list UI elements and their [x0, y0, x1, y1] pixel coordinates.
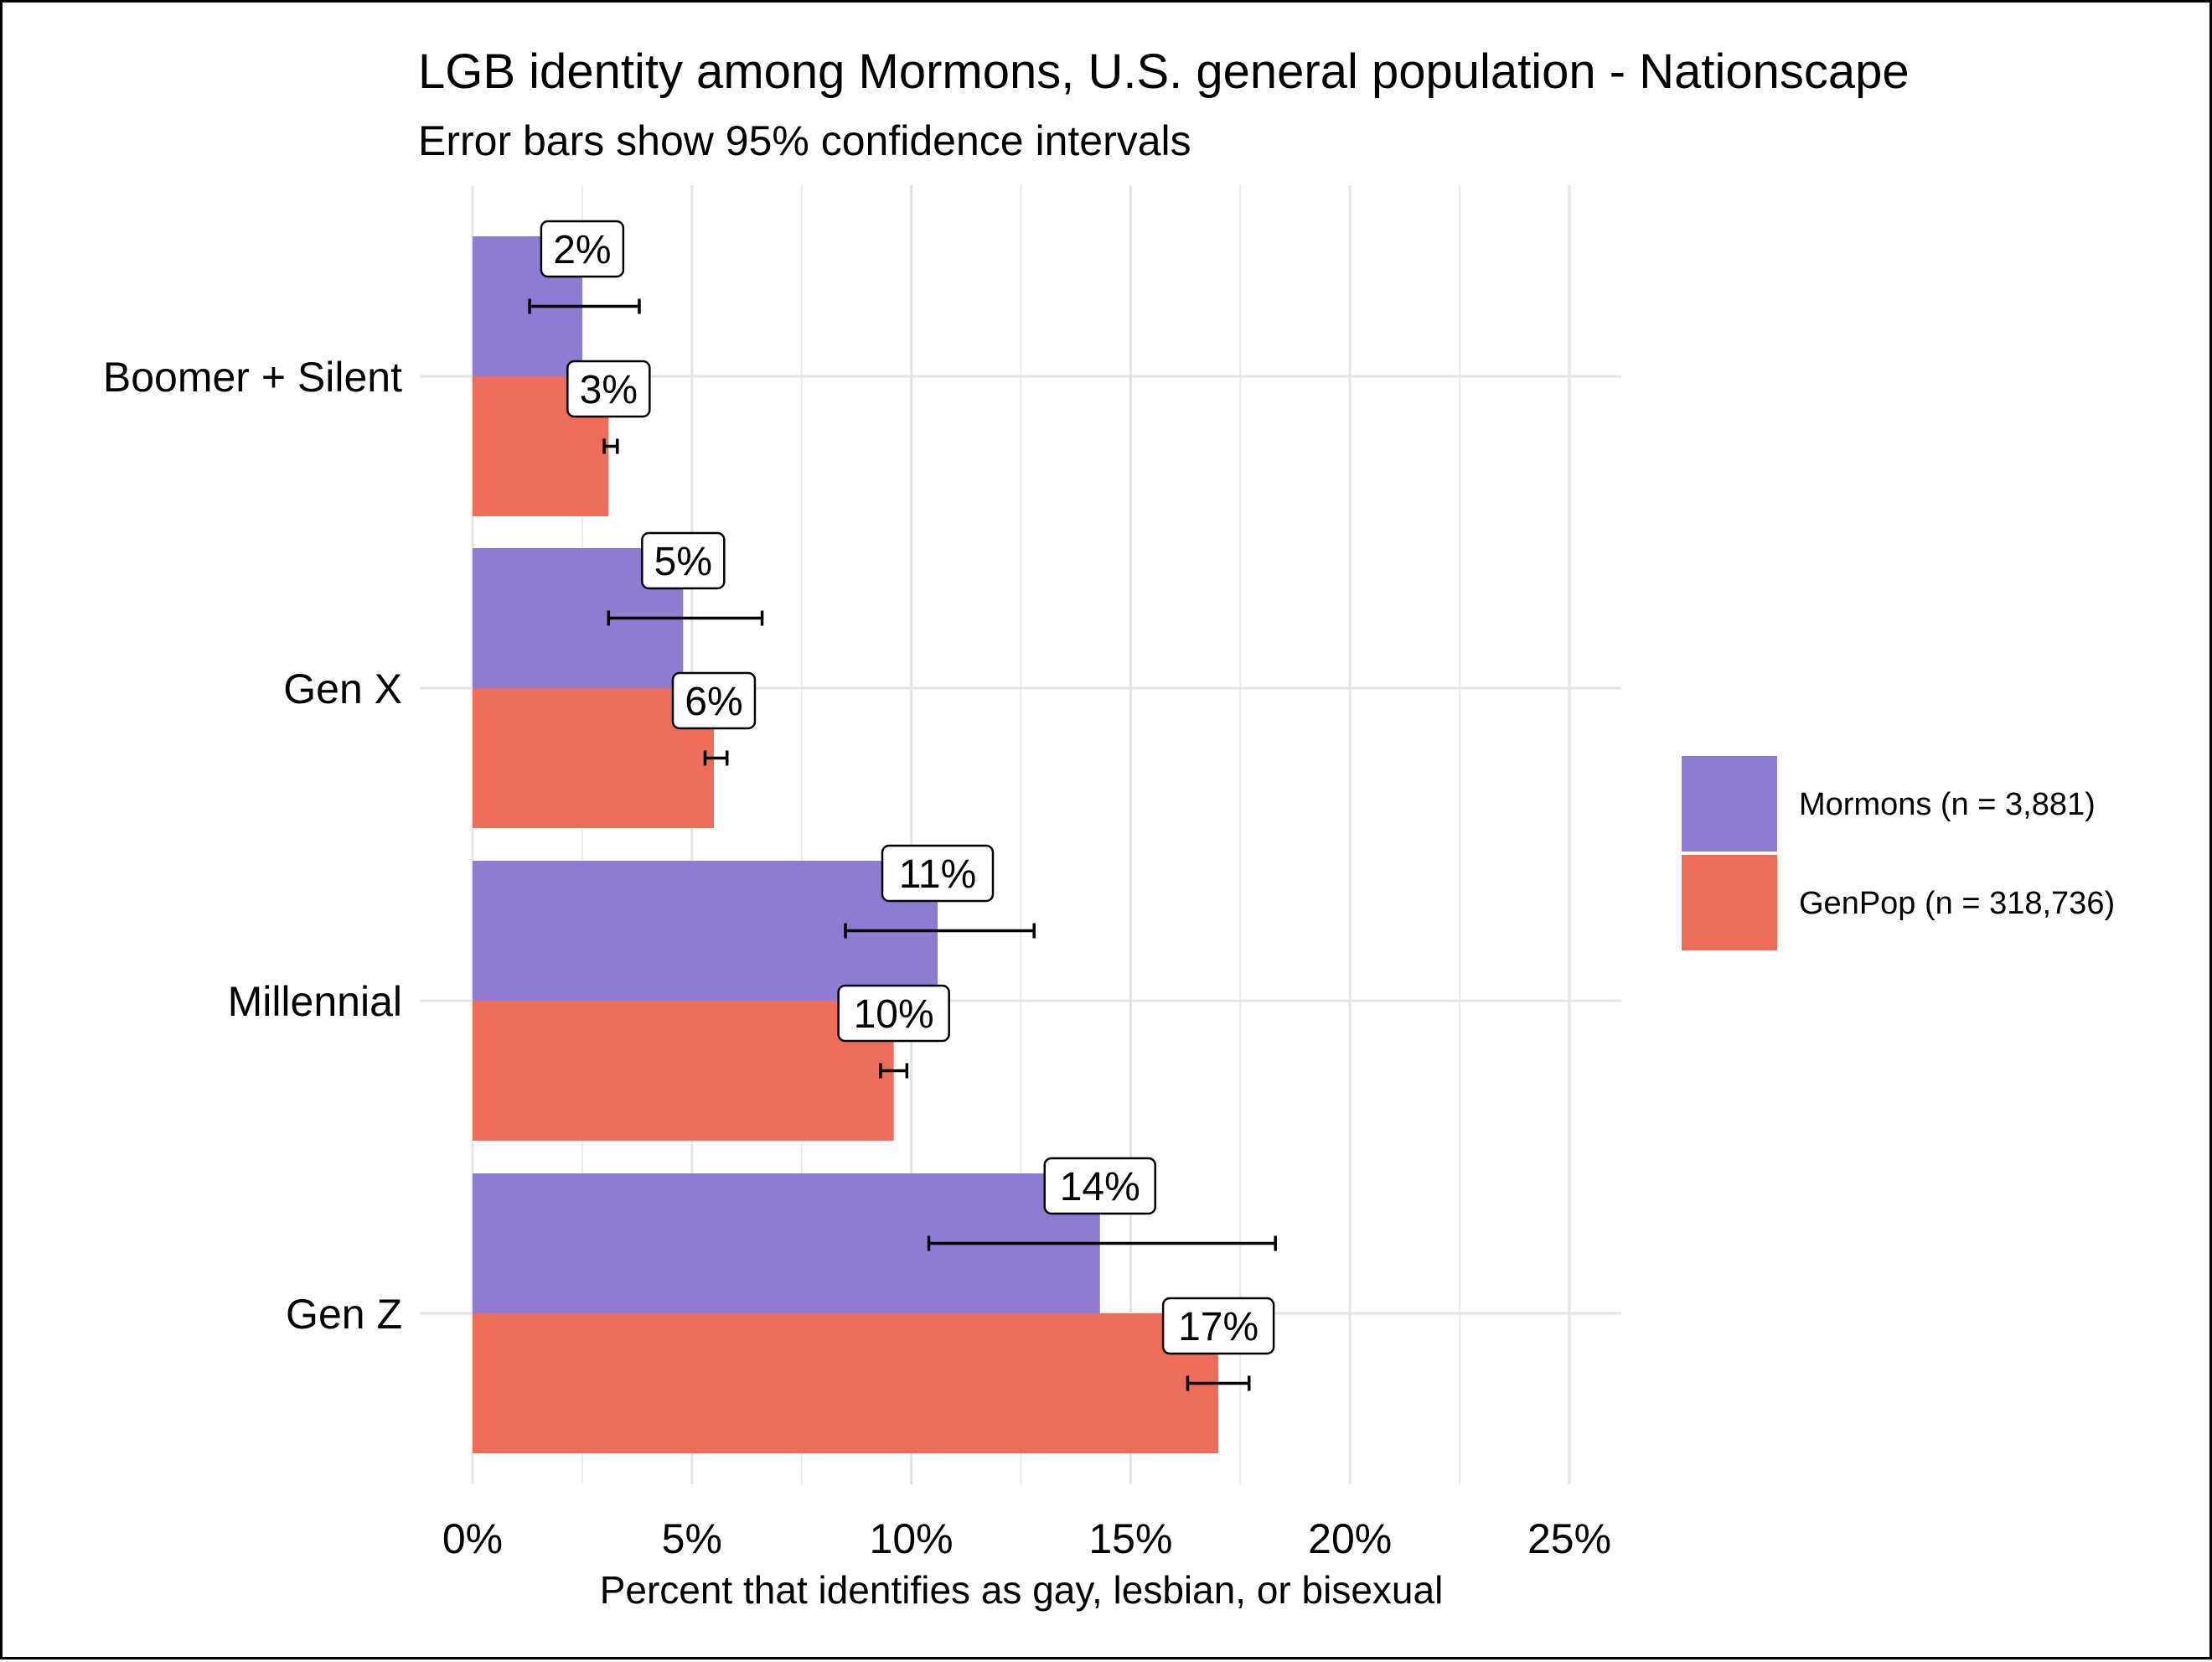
chart-title: LGB identity among Mormons, U.S. general…: [418, 44, 1910, 99]
bar-genpop: [473, 1313, 1219, 1453]
legend-label: GenPop (n = 318,736): [1799, 886, 2115, 921]
legend-key-mormons: [1682, 756, 1777, 852]
data-label: 17%: [1178, 1305, 1258, 1349]
data-label: 10%: [854, 992, 934, 1037]
x-tick-label: 10%: [870, 1515, 954, 1562]
data-label-box: [1161, 1297, 1275, 1355]
x-tick-label: 20%: [1308, 1515, 1392, 1562]
y-tick-label: Boomer + Silent: [103, 354, 402, 401]
error-bars-layer: [528, 298, 1277, 1391]
data-label-box: [641, 531, 726, 590]
chart-subtitle: Error bars show 95% confidence intervals: [418, 117, 1191, 164]
bar-genpop: [473, 1001, 894, 1141]
data-label-box: [1043, 1157, 1156, 1215]
data-label-box: [881, 844, 995, 903]
bar-chart: 2% 5% 11% 14% 3% 6% 10% 17% 0% 5% 10% 15% 20% 25% Boo…: [103, 44, 2115, 1612]
x-tick-label: 0%: [442, 1515, 503, 1562]
data-label: 3%: [580, 368, 638, 412]
y-tick-label: Millennial: [228, 978, 402, 1025]
data-label: 2%: [553, 228, 611, 272]
bars-layer: [473, 236, 1219, 1453]
legend-label: Mormons (n = 3,881): [1799, 787, 2096, 822]
data-label-box: [837, 984, 950, 1043]
tick-labels-layer: 0% 5% 10% 15% 20% 25% Boomer + Silent Gen X Mill…: [103, 354, 1611, 1562]
data-labels-layer: 2% 5% 11% 14% 3% 6% 10% 17%: [540, 220, 1275, 1355]
x-axis-title: Percent that identifies as gay, lesbian,…: [600, 1568, 1444, 1612]
y-tick-label: Gen Z: [286, 1291, 402, 1338]
legend: Mormons (n = 3,881) GenPop (n = 318,736): [1682, 756, 2115, 950]
legend-key-genpop: [1682, 855, 1777, 950]
data-label: 5%: [654, 540, 712, 584]
data-label: 14%: [1060, 1165, 1140, 1209]
data-label-box: [540, 220, 625, 278]
x-tick-label: 25%: [1527, 1515, 1611, 1562]
data-label: 6%: [685, 680, 742, 724]
data-label-box: [671, 671, 757, 730]
x-tick-label: 15%: [1088, 1515, 1172, 1562]
data-label-box: [566, 360, 651, 418]
y-tick-label: Gen X: [283, 665, 402, 712]
x-tick-label: 5%: [662, 1515, 722, 1562]
data-label: 11%: [899, 852, 977, 897]
